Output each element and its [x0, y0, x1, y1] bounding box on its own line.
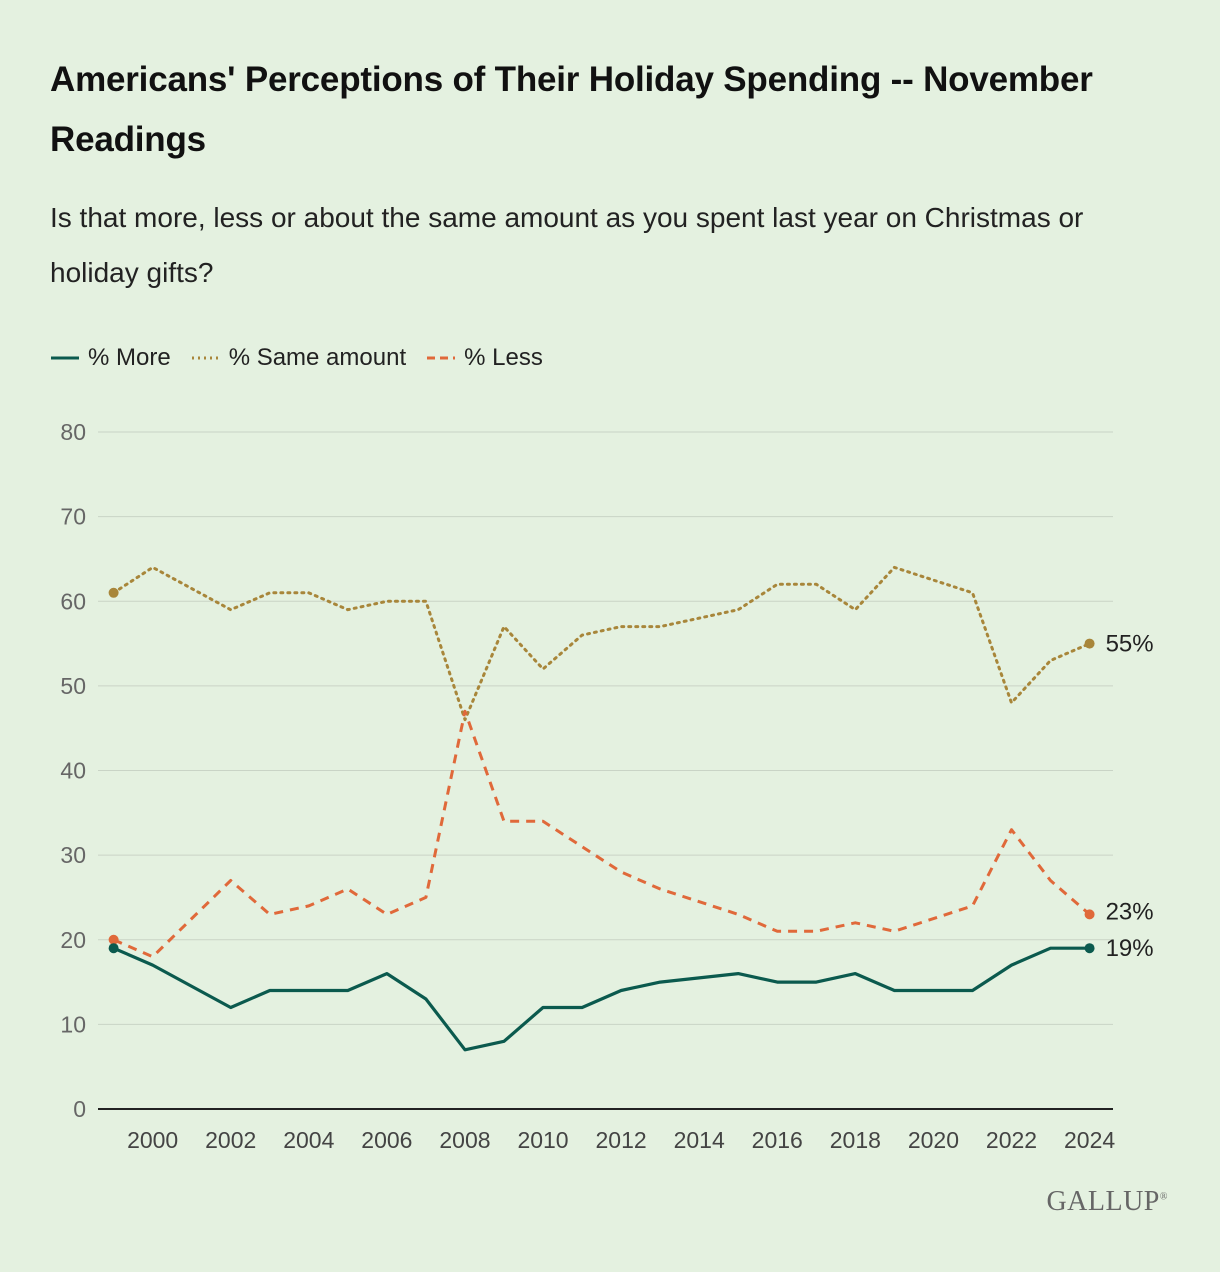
series-line-more [111, 946, 1092, 1052]
brand-name: GALLUP [1046, 1186, 1160, 1217]
x-tick-label: 2010 [517, 1127, 568, 1153]
end-point-more [1084, 943, 1095, 954]
gallup-logo: GALLUP® [1046, 1186, 1168, 1218]
end-point-less [1084, 909, 1095, 920]
legend-label-same: % Same amount [228, 344, 407, 371]
start-point-more [108, 943, 119, 954]
legend-swatch-same [191, 356, 220, 360]
x-tick-label: 2000 [127, 1127, 178, 1153]
legend-swatch-more [51, 356, 79, 360]
x-tick-label: 2016 [752, 1127, 803, 1153]
y-tick-label: 40 [60, 758, 86, 784]
y-tick-label: 50 [60, 673, 86, 699]
start-point-same [108, 587, 119, 598]
end-label-more: 19% [1106, 935, 1154, 962]
x-tick-label: 2002 [205, 1127, 256, 1153]
y-tick-label: 70 [60, 504, 86, 530]
chart-title: Americans' Perceptions of Their Holiday … [50, 60, 1093, 159]
brand-mark: ® [1159, 1191, 1168, 1203]
legend-label-more: % More [88, 344, 171, 371]
y-tick-label: 10 [60, 1011, 86, 1037]
y-tick-label: 30 [60, 842, 86, 868]
legend-label-less: % Less [464, 344, 543, 371]
end-label-less: 23% [1106, 898, 1154, 925]
x-tick-label: 2018 [830, 1127, 881, 1153]
x-tick-label: 2024 [1064, 1127, 1115, 1153]
chart-legend: % More % Same amount % Less [50, 338, 563, 378]
series-line-less [113, 709, 1091, 959]
chart-subtitle: Is that more, less or about the same amo… [50, 202, 1084, 288]
x-tick-label: 2022 [986, 1127, 1037, 1153]
x-tick-label: 2014 [674, 1127, 725, 1153]
y-tick-label: 80 [60, 419, 86, 445]
end-point-same [1084, 638, 1095, 649]
x-tick-label: 2012 [596, 1127, 647, 1153]
legend-item-more: % More [50, 344, 171, 372]
legend-item-less: % Less [426, 344, 543, 372]
y-tick-label: 60 [60, 588, 86, 614]
x-tick-label: 2008 [439, 1127, 490, 1153]
y-tick-label: 0 [73, 1096, 86, 1122]
start-point-less [108, 934, 119, 945]
series-line-same [112, 565, 1092, 722]
x-tick-label: 2004 [283, 1127, 334, 1153]
y-tick-label: 20 [60, 927, 86, 953]
x-tick-label: 2020 [908, 1127, 959, 1153]
legend-item-same: % Same amount [191, 344, 406, 372]
end-label-same: 55% [1106, 631, 1154, 658]
x-tick-label: 2006 [361, 1127, 412, 1153]
legend-swatch-less [427, 356, 456, 360]
